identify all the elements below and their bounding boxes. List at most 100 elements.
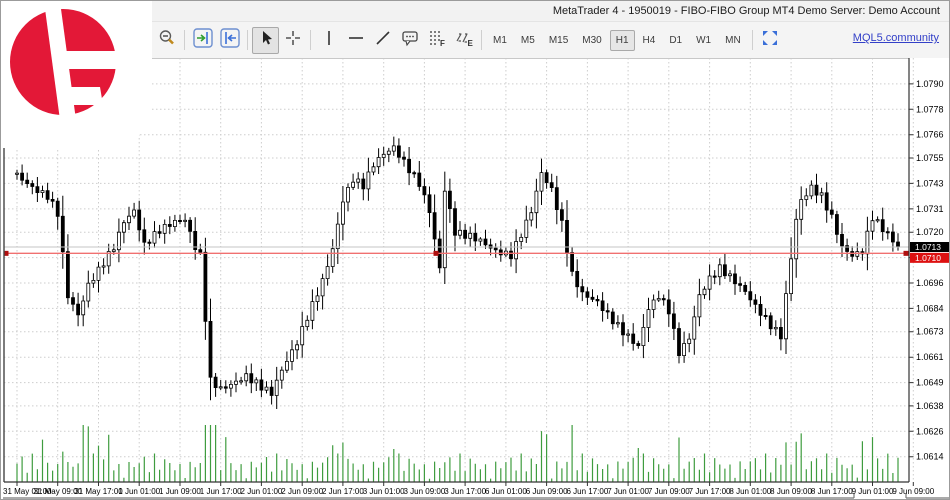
chart-scrollbar[interactable]	[3, 494, 949, 499]
mql5-community-link[interactable]: MQL5.community	[852, 32, 939, 44]
time-axis-label: 3 Jun 01:00	[363, 487, 405, 496]
price-axis-label: 1.0755	[916, 153, 944, 163]
price-axis-label: 1.0673	[916, 327, 944, 337]
time-axis-label: 7 Jun 17:00	[689, 487, 731, 496]
bid-price-box: 1.0713	[910, 242, 949, 252]
zoom-out-button[interactable]	[153, 27, 180, 54]
price-axis-label: 1.0720	[916, 227, 944, 237]
timeframe-m30[interactable]: M30	[582, 34, 602, 46]
time-axis-label: 9 Jun 01:00	[852, 487, 894, 496]
time-axis-label: 1 Jun 09:00	[159, 487, 201, 496]
timeframe-w1[interactable]: W1	[696, 34, 712, 46]
horizontal-line-button[interactable]	[342, 27, 369, 54]
time-axis-label: 6 Jun 01:00	[485, 487, 527, 496]
crosshair-button[interactable]	[279, 27, 306, 54]
timeframe-m1[interactable]: M1	[493, 34, 507, 46]
bull-candles	[15, 145, 880, 396]
price-axis-label: 1.0743	[916, 178, 944, 188]
price-axis-label: 1.0778	[916, 104, 944, 114]
chart-shift-icon	[192, 27, 213, 53]
price-chart-canvas[interactable]: 1.0790 1.0778 1.0766 1.0755 1.0743 1.0731 1.07…	[1, 58, 950, 500]
horizontal-line-icon	[347, 30, 365, 51]
trend-line-button[interactable]	[369, 27, 396, 54]
red-line-handle[interactable]	[433, 250, 439, 256]
cursor-icon	[258, 30, 274, 51]
fibonacci-retracement-icon: F	[427, 29, 446, 52]
trend-line-icon	[374, 30, 392, 51]
time-axis-label: 6 Jun 17:00	[566, 487, 608, 496]
toolbar-separator	[751, 30, 753, 50]
cursor-button[interactable]	[252, 26, 279, 54]
chart-shift-button[interactable]	[189, 27, 216, 54]
red-line-handle[interactable]	[3, 250, 9, 256]
price-axis-label: 1.0790	[916, 79, 944, 89]
full-screen-icon	[761, 29, 779, 52]
chart-area[interactable]: 1.0790 1.0778 1.0766 1.0755 1.0743 1.0731 1.07…	[1, 58, 950, 500]
timeframe-d1[interactable]: D1	[669, 34, 683, 46]
timeframe-m5[interactable]: M5	[520, 34, 535, 46]
price-axis-label: 1.0661	[916, 352, 944, 362]
time-axis-label: 31 May 17:00	[74, 487, 123, 496]
svg-text:F: F	[440, 39, 445, 47]
svg-text:1.0713: 1.0713	[915, 242, 941, 252]
time-axis-label: 2 Jun 01:00	[241, 487, 283, 496]
window-title: MetaTrader 4 - 1950019 - FIBO-FIBO Group…	[552, 5, 940, 17]
plot-border	[4, 58, 910, 483]
svg-text:1.0710: 1.0710	[915, 253, 941, 263]
toolbar: F E M1 M5 M15 M30 H1 H4 D1 W1 MN	[1, 22, 949, 59]
zoom-out-icon	[158, 29, 176, 52]
toolbar-separator	[481, 30, 482, 50]
bear-candles	[20, 145, 900, 396]
time-axis-label: 7 Jun 09:00	[648, 487, 690, 496]
timeframe-button-group: M1 M5 M15 M30 H1 H4 D1 W1 MN	[486, 29, 748, 51]
time-axis-label: 31 May 01:00	[3, 487, 52, 496]
text-label-button[interactable]	[396, 27, 423, 54]
price-axis[interactable]: 1.0790 1.0778 1.0766 1.0755 1.0743 1.0731 1.07…	[909, 79, 944, 462]
time-axis-label: 2 Jun 17:00	[322, 487, 364, 496]
time-axis-label: 8 Jun 17:00	[811, 487, 853, 496]
time-axis-label: 1 Jun 17:00	[200, 487, 242, 496]
toolbar-separator	[310, 30, 311, 50]
svg-text:E: E	[468, 39, 474, 47]
title-bar: MetaTrader 4 - 1950019 - FIBO-FIBO Group…	[1, 1, 949, 22]
crosshair-icon	[285, 30, 301, 51]
price-axis-label: 1.0731	[916, 204, 944, 214]
timeframe-m15[interactable]: M15	[548, 34, 569, 46]
timeframe-mn[interactable]: MN	[725, 34, 741, 46]
red-line-price-box: 1.0710	[910, 252, 949, 263]
time-axis-ticks	[16, 482, 914, 486]
objects-button[interactable]: E	[450, 27, 477, 54]
vertical-line-icon	[322, 30, 336, 51]
time-axis-label: 3 Jun 17:00	[444, 487, 486, 496]
volume-bars	[16, 425, 899, 482]
objects-icon: E	[454, 29, 474, 52]
price-axis-label: 1.0649	[916, 378, 944, 388]
red-line-handle[interactable]	[903, 250, 909, 256]
auto-scroll-button[interactable]	[216, 27, 243, 54]
auto-scroll-icon	[219, 27, 240, 53]
time-axis-label: 6 Jun 09:00	[526, 487, 568, 496]
full-screen-button[interactable]	[757, 27, 784, 54]
time-axis-label: 2 Jun 09:00	[281, 487, 323, 496]
time-axis-label: 8 Jun 09:00	[770, 487, 812, 496]
timeframe-h4[interactable]: H4	[642, 34, 656, 46]
fibo-group-logo	[1, 1, 152, 148]
candle-wicks	[16, 136, 899, 409]
price-axis-label: 1.0684	[916, 303, 944, 313]
time-axis-label: 7 Jun 01:00	[607, 487, 649, 496]
time-axis-label: 9 Jun 09:00	[892, 487, 934, 496]
fibonacci-retracement-button[interactable]: F	[423, 27, 450, 54]
price-axis-label: 1.0766	[916, 130, 944, 140]
time-axis-label: 1 Jun 01:00	[118, 487, 160, 496]
vertical-line-button[interactable]	[315, 27, 342, 54]
time-axis-label: 31 May 09:00	[33, 487, 82, 496]
logo-letter-f	[45, 9, 119, 120]
toolbar-separator	[247, 30, 248, 50]
price-axis-label: 1.0614	[916, 452, 944, 462]
timeframe-h1[interactable]: H1	[609, 29, 635, 51]
price-axis-label: 1.0626	[916, 426, 944, 436]
price-axis-label: 1.0696	[916, 278, 944, 288]
time-axis-label: 3 Jun 09:00	[403, 487, 445, 496]
